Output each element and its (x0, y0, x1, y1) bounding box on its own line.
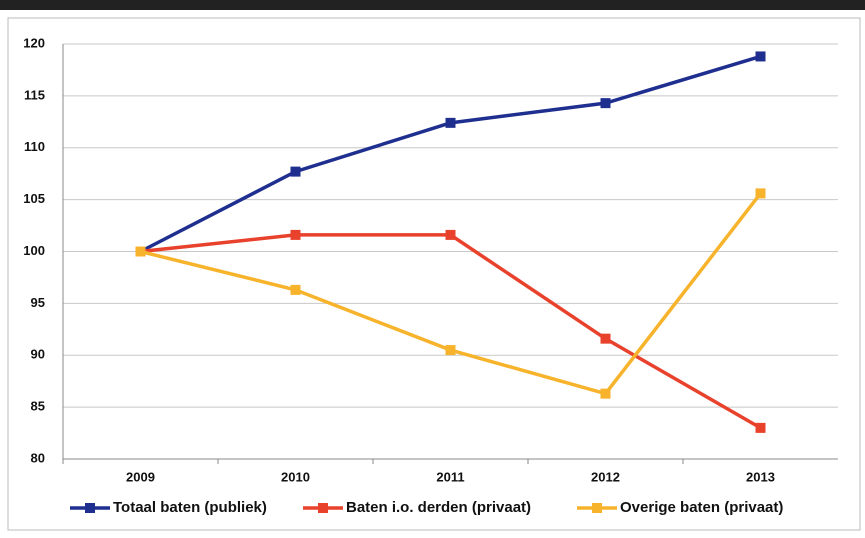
x-tick-label: 2011 (436, 469, 464, 484)
point (290, 166, 301, 177)
point (445, 117, 456, 128)
point (755, 422, 766, 433)
chart-frame (7, 17, 861, 531)
series-line (140, 192, 762, 396)
point (755, 188, 766, 199)
series-line (139, 54, 762, 254)
point (135, 246, 146, 257)
y-tick-label: 90 (31, 347, 45, 362)
cropped-header (0, 0, 865, 10)
point (600, 98, 611, 109)
y-tick-label: 95 (31, 295, 45, 310)
y-tick-label: 100 (23, 243, 45, 258)
x-tick-label: 2012 (591, 469, 620, 484)
point (755, 51, 766, 62)
point (600, 333, 611, 344)
legend-marker (318, 503, 328, 513)
y-tick-label: 80 (31, 450, 45, 465)
legend-marker (85, 503, 95, 513)
y-tick-label: 115 (24, 87, 45, 102)
x-tick-label: 2013 (746, 469, 775, 484)
y-tick-label: 120 (23, 35, 45, 50)
point (445, 345, 456, 356)
y-tick-label: 85 (31, 399, 45, 414)
point (290, 229, 301, 240)
x-tick-label: 2010 (281, 469, 310, 484)
legend-label: Overige baten (privaat) (620, 499, 783, 516)
legend-label: Totaal baten (publiek) (113, 499, 267, 516)
legend-label: Baten i.o. derden (privaat) (346, 499, 531, 516)
y-tick-label: 110 (24, 139, 45, 154)
point (290, 284, 301, 295)
y-tick-label: 105 (23, 191, 45, 206)
legend-marker (592, 503, 602, 513)
series-line (140, 233, 762, 430)
point (445, 229, 456, 240)
point (600, 388, 611, 399)
x-tick-label: 2009 (126, 469, 155, 484)
